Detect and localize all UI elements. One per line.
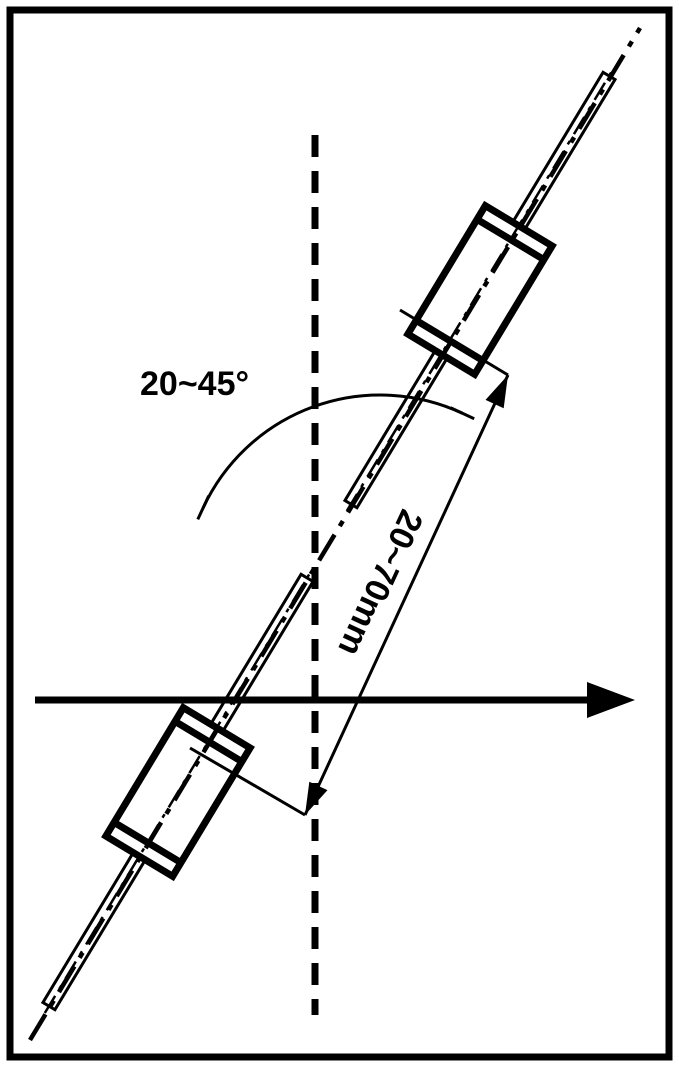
diagonal-axis xyxy=(30,28,640,1040)
angle-arc-tick xyxy=(198,496,209,520)
outer-frame xyxy=(10,10,669,1057)
component-top-cap xyxy=(416,320,483,360)
component-bottom-cap xyxy=(175,721,242,761)
component-top xyxy=(313,49,646,531)
horizontal-axis-arrow xyxy=(587,682,635,718)
component-bottom xyxy=(11,551,344,1033)
component-bottom-cap xyxy=(114,822,181,862)
angle-label: 20~45° xyxy=(140,365,249,403)
angle-arc xyxy=(203,395,462,508)
dim-arrow xyxy=(486,375,508,408)
dim-label: 20~70mm xyxy=(330,504,430,662)
dim-line xyxy=(305,375,508,815)
component-top-cap xyxy=(477,219,544,259)
dim-arrow xyxy=(305,782,327,815)
angle-arc-tick xyxy=(451,408,475,419)
